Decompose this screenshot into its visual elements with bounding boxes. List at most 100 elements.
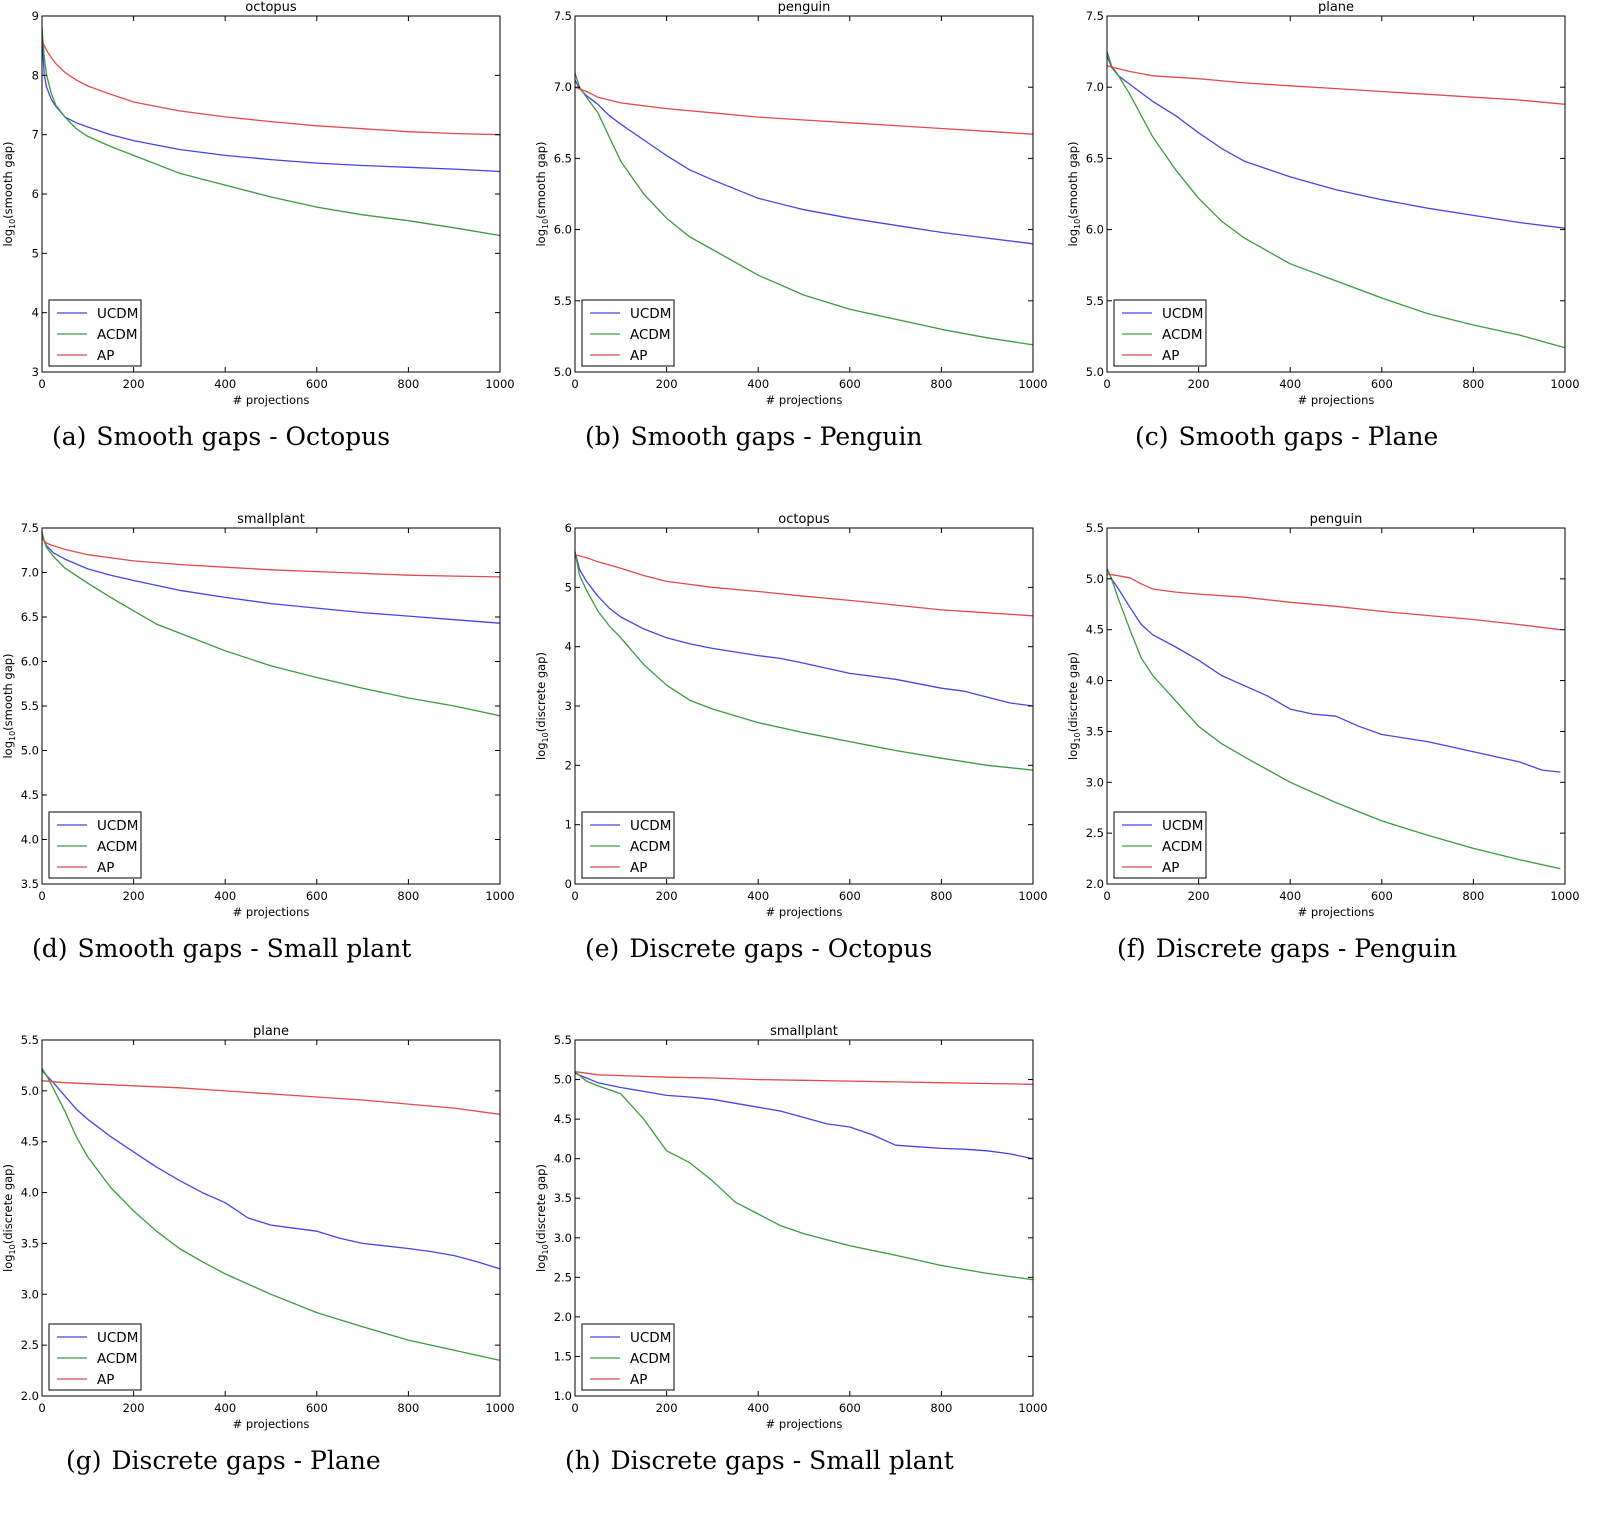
chart-svg: octopus 0 200 400 600 800 1000 0 1 2 3 4 5 6 # project… xyxy=(534,512,1048,919)
y-tick-label: 3.5 xyxy=(554,1191,572,1205)
chart-panel-0: octopus 0 200 400 600 800 1000 3 4 5 6 7 8 9 # project… xyxy=(0,0,520,495)
x-tick-label: 400 xyxy=(1279,889,1301,903)
y-tick-label: 3.5 xyxy=(21,1236,39,1250)
chart-title: plane xyxy=(253,1024,289,1039)
legend-label-ucdm: UCDM xyxy=(630,818,671,834)
series-line-ap xyxy=(574,1070,1034,1085)
x-tick-label: 600 xyxy=(839,377,861,391)
x-tick-label: 800 xyxy=(930,1401,952,1415)
y-axis-label: log10(smooth gap) xyxy=(534,141,550,246)
series-line-ap xyxy=(1106,65,1566,105)
series-line-ap xyxy=(1106,573,1561,631)
chart-panel-2: plane 0 200 400 600 800 1000 5.0 5.5 6.0 6.5 7.0 7.5… xyxy=(1065,0,1585,495)
y-tick-label: 3.0 xyxy=(21,1287,39,1301)
legend-label-acdm: ACDM xyxy=(1162,327,1202,343)
series-line-ap xyxy=(41,1080,501,1115)
caption-letter: (d) xyxy=(32,934,68,963)
x-tick-label: 600 xyxy=(839,1401,861,1415)
subfigure-caption: (d) Smooth gaps - Small plant xyxy=(32,934,411,963)
y-tick-label: 3.0 xyxy=(1086,775,1104,789)
y-tick-label: 4.5 xyxy=(1086,623,1104,637)
x-axis-label: # projections xyxy=(766,1417,843,1431)
chart-panel-4: octopus 0 200 400 600 800 1000 0 1 2 3 4 5 6 # project… xyxy=(533,512,1053,1007)
x-tick-label: 1000 xyxy=(1550,889,1579,903)
series-line-ucdm xyxy=(41,39,501,173)
x-tick-label: 200 xyxy=(656,889,678,903)
y-tick-label: 7.5 xyxy=(21,521,39,535)
y-tick-label: 7.5 xyxy=(554,9,572,23)
y-tick-label: 7.5 xyxy=(1086,9,1104,23)
series-line-ap xyxy=(574,554,1034,617)
legend-label-acdm: ACDM xyxy=(97,1351,137,1367)
y-tick-label: 5.5 xyxy=(1086,521,1104,535)
x-tick-label: 0 xyxy=(38,889,45,903)
y-tick-label: 5 xyxy=(565,580,572,594)
y-tick-label: 5.0 xyxy=(554,365,572,379)
x-tick-label: 1000 xyxy=(1018,1401,1047,1415)
y-tick-label: 5.5 xyxy=(554,1033,572,1047)
x-tick-label: 1000 xyxy=(1550,377,1579,391)
caption-letter: (f) xyxy=(1117,934,1146,963)
chart-svg: octopus 0 200 400 600 800 1000 3 4 5 6 7 8 9 # project… xyxy=(1,0,515,407)
chart-panel-6: plane 0 200 400 600 800 1000 2.0 2.5 3.0 3.5 4.0 4.5… xyxy=(0,1024,520,1519)
caption-text: Smooth gaps - Penguin xyxy=(630,422,923,451)
axes-frame xyxy=(574,15,1034,373)
legend-label-acdm: ACDM xyxy=(630,839,670,855)
x-tick-label: 800 xyxy=(930,889,952,903)
subfigure-caption: (e) Discrete gaps - Octopus xyxy=(585,934,932,963)
chart-svg: penguin 0 200 400 600 800 1000 2.0 2.5 3.0 3.5 4.0 4… xyxy=(1066,512,1580,919)
legend-label-ucdm: UCDM xyxy=(630,1330,671,1346)
x-tick-label: 1000 xyxy=(1018,377,1047,391)
legend-label-ap: AP xyxy=(1162,860,1179,876)
chart-svg: penguin 0 200 400 600 800 1000 5.0 5.5 6.0 6.5 7.0 7… xyxy=(534,0,1048,407)
x-tick-label: 800 xyxy=(397,1401,419,1415)
x-tick-label: 200 xyxy=(123,1401,145,1415)
y-tick-label: 4.0 xyxy=(21,1186,39,1200)
chart-title: smallplant xyxy=(237,512,305,527)
y-axis-label: log10(smooth gap) xyxy=(1066,141,1082,246)
x-axis-label: # projections xyxy=(233,1417,310,1431)
x-tick-label: 0 xyxy=(1103,377,1110,391)
legend-label-ap: AP xyxy=(630,860,647,876)
y-tick-label: 1.0 xyxy=(554,1389,572,1403)
y-axis-label: log10(discrete gap) xyxy=(534,1164,550,1272)
legend-label-ap: AP xyxy=(97,348,114,364)
legend-label-ap: AP xyxy=(97,860,114,876)
x-tick-label: 600 xyxy=(1371,377,1393,391)
chart-panel-7: smallplant 0 200 400 600 800 1000 1.0 1.5 2.0 2.5 3… xyxy=(533,1024,1053,1519)
x-tick-label: 600 xyxy=(306,1401,328,1415)
y-tick-label: 6.0 xyxy=(21,655,39,669)
series-line-acdm xyxy=(41,532,501,717)
chart-title: octopus xyxy=(778,512,830,527)
y-tick-label: 7.0 xyxy=(1086,80,1104,94)
series-line-acdm xyxy=(1106,568,1561,870)
y-tick-label: 5.5 xyxy=(21,1033,39,1047)
legend-label-ap: AP xyxy=(630,348,647,364)
series-line-ap xyxy=(41,538,501,578)
y-tick-label: 0 xyxy=(565,877,572,891)
subfigure-caption: (c) Smooth gaps - Plane xyxy=(1135,422,1438,451)
x-tick-label: 400 xyxy=(1279,377,1301,391)
y-tick-label: 3.5 xyxy=(1086,724,1104,738)
x-tick-label: 800 xyxy=(397,377,419,391)
legend-label-ucdm: UCDM xyxy=(97,818,138,834)
y-tick-label: 5.0 xyxy=(21,744,39,758)
x-axis-label: # projections xyxy=(766,393,843,407)
y-tick-label: 5.5 xyxy=(554,294,572,308)
x-tick-label: 0 xyxy=(38,377,45,391)
x-tick-label: 200 xyxy=(1188,889,1210,903)
legend-label-ucdm: UCDM xyxy=(1162,818,1203,834)
chart-title: plane xyxy=(1318,0,1354,15)
series-line-ucdm xyxy=(41,532,501,624)
y-tick-label: 6 xyxy=(32,187,39,201)
caption-letter: (c) xyxy=(1135,422,1169,451)
legend-label-acdm: ACDM xyxy=(97,839,137,855)
y-tick-label: 7.0 xyxy=(554,80,572,94)
x-axis-label: # projections xyxy=(233,393,310,407)
y-tick-label: 1 xyxy=(565,818,572,832)
x-tick-label: 400 xyxy=(214,889,236,903)
x-tick-label: 1000 xyxy=(1018,889,1047,903)
y-tick-label: 5.5 xyxy=(21,699,39,713)
chart-title: penguin xyxy=(778,0,831,15)
y-tick-label: 5 xyxy=(32,246,39,260)
